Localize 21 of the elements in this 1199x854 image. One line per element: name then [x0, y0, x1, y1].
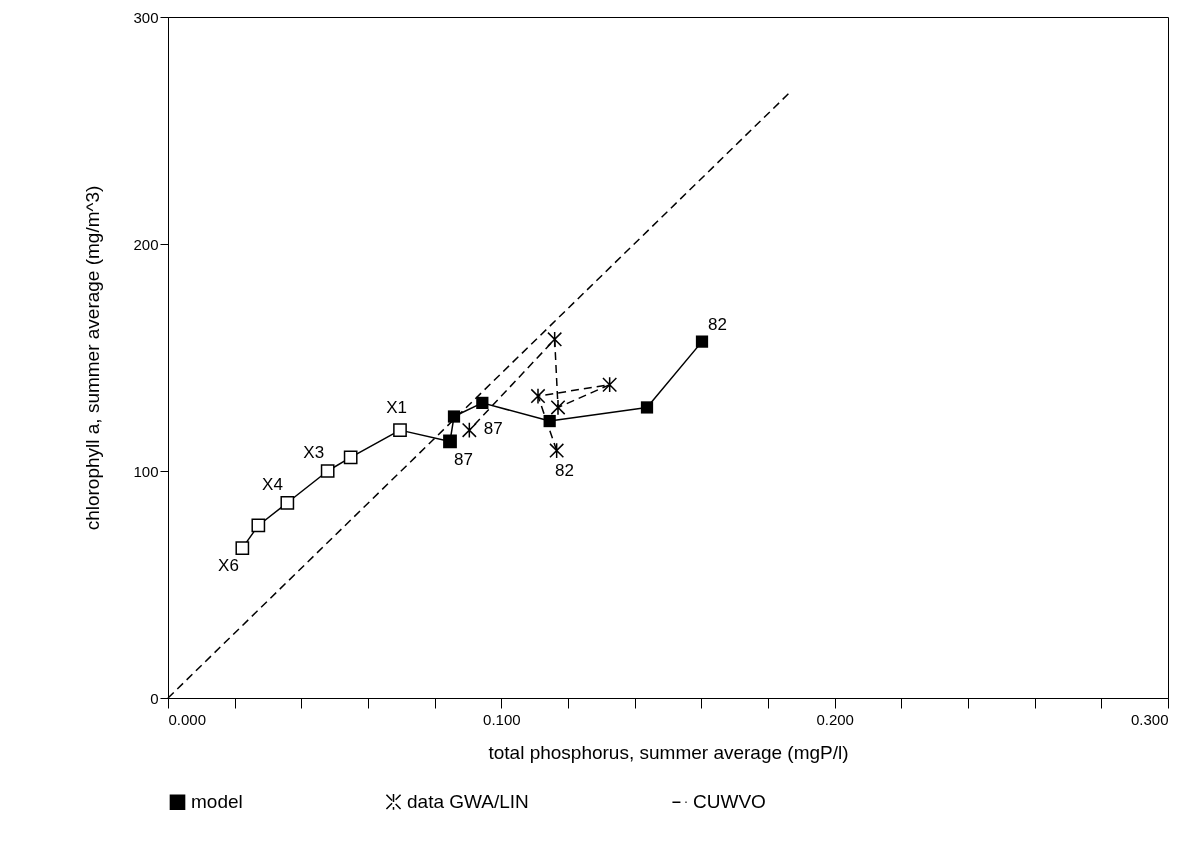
legend-label: CUWVO — [693, 791, 766, 813]
annotation: 82 — [554, 461, 574, 481]
y-axis-title: chlorophyll a, summer average (mg/m^3) — [82, 185, 104, 531]
y-tick-label: 200 — [133, 235, 159, 253]
annotation: 87 — [483, 419, 503, 439]
y-tick-label: 300 — [133, 8, 159, 26]
legend-label: model — [191, 791, 243, 813]
annotation: 82 — [707, 314, 727, 334]
x-tick-label: 0.100 — [483, 710, 521, 728]
y-tick-label: 0 — [150, 689, 159, 707]
annotation: 87 — [453, 449, 473, 469]
y-tick-label: 100 — [133, 462, 159, 480]
annotation: X4 — [262, 475, 283, 495]
legend-label: data GWA/LIN — [407, 790, 529, 812]
annotation: X3 — [303, 443, 325, 463]
x-tick-label: 0.000 — [168, 710, 207, 728]
annotation: X1 — [386, 398, 408, 418]
x-tick-label: 0.300 — [1130, 710, 1169, 728]
x-tick-label: 0.200 — [816, 710, 854, 728]
annotation: X6 — [218, 556, 239, 576]
x-axis-title: total phosphorus, summer average (mgP/l) — [488, 741, 849, 763]
